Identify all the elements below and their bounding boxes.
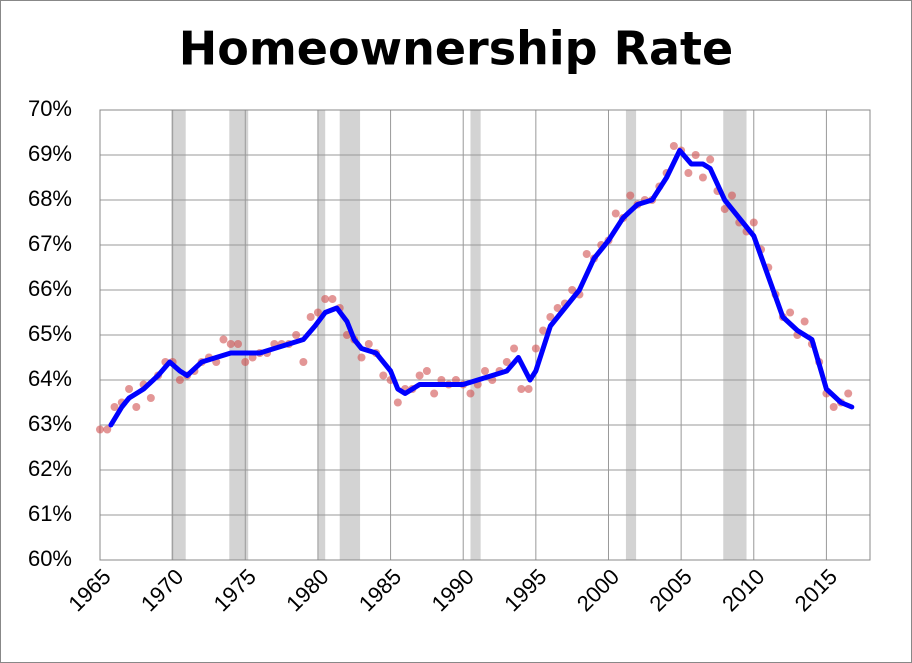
data-point [546,313,555,321]
data-point [103,425,112,434]
data-point [110,403,119,411]
chart-title: Homeownership Rate [179,22,733,76]
data-point [829,403,838,411]
data-point [684,169,693,177]
y-tick-label: 69% [28,141,72,166]
data-point [553,304,562,312]
y-tick-label: 66% [28,276,72,301]
data-point [146,394,155,402]
data-point [357,353,366,362]
data-point [481,367,489,375]
y-tick-label: 67% [28,231,72,256]
data-point [393,398,402,407]
data-point [626,191,635,200]
data-point [524,385,533,393]
data-point [698,173,707,182]
data-point [234,340,243,348]
data-point [328,295,337,303]
data-point [669,142,678,150]
data-point [691,151,700,159]
plot-frame [99,109,871,561]
data-point [175,376,184,384]
data-point [306,313,315,321]
data-point [510,344,519,353]
data-point [568,286,577,294]
y-tick-label: 61% [28,501,72,526]
data-point [531,344,540,353]
data-point [786,308,795,317]
data-point [379,371,388,380]
y-tick-label: 64% [28,366,72,391]
data-point [582,250,591,258]
data-point [430,389,439,398]
y-tick-label: 63% [28,411,72,436]
data-point [321,295,330,303]
data-point [241,358,250,366]
data-point [466,389,475,398]
y-tick-label: 65% [28,321,72,346]
data-point [517,385,526,393]
trend-line [108,148,855,428]
data-point [539,326,548,335]
data-point [720,205,729,213]
data-point [96,425,104,434]
data-point [727,191,736,200]
y-tick-label: 68% [28,186,72,211]
data-point [800,317,809,326]
data-point [292,331,301,339]
data-point [749,218,758,227]
data-point [132,403,141,411]
y-tick-label: 70% [28,96,72,121]
data-point [313,308,322,317]
data-point [226,340,235,348]
data-point [364,340,373,348]
data-point [422,367,431,375]
data-point [502,358,511,366]
data-point [299,358,308,366]
data-point [415,371,424,380]
data-point [611,209,620,218]
y-tick-label: 62% [28,456,72,481]
data-point [219,335,228,344]
data-point [125,385,134,393]
data-point [844,389,853,398]
data-point [706,155,715,164]
y-tick-label: 60% [28,546,72,571]
